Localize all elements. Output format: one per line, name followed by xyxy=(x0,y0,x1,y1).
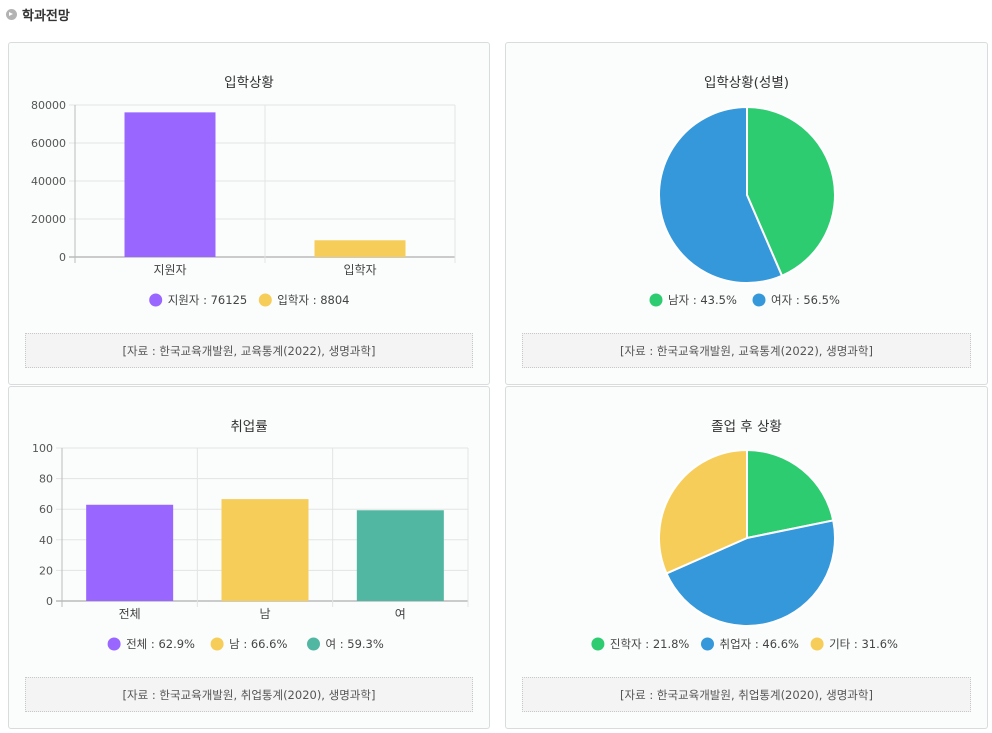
bar-입학자 xyxy=(314,240,406,257)
x-tick-label: 지원자 xyxy=(153,263,186,277)
x-tick-label: 전체 xyxy=(119,607,141,621)
chart-title: 졸업 후 상황 xyxy=(711,419,782,435)
source-note: [자료 : 한국교육개발원, 취업통계(2020), 생명과학] xyxy=(522,677,971,712)
chart-title: 취업률 xyxy=(230,419,268,435)
x-tick-label: 입학자 xyxy=(343,263,376,277)
chart-title: 입학상황(성별) xyxy=(703,75,790,91)
section-title: 학과전망 xyxy=(22,8,70,24)
x-tick-label: 남 xyxy=(259,607,270,621)
legend-label: 여자 : 56.5% xyxy=(771,293,840,307)
source-note: [자료 : 한국교육개발원, 취업통계(2020), 생명과학] xyxy=(25,677,473,712)
chart-legend: 남자 : 43.5% 여자 : 56.5% xyxy=(649,293,840,307)
legend-label: 남 : 66.6% xyxy=(229,637,287,651)
legend-marker xyxy=(649,293,663,307)
legend-marker xyxy=(258,293,272,307)
source-note: [자료 : 한국교육개발원, 교육통계(2022), 생명과학] xyxy=(522,333,971,368)
pie-slice-취업자 xyxy=(665,519,836,627)
legend-label: 진학자 : 21.8% xyxy=(610,637,690,651)
pie-slice-진학자 xyxy=(746,448,835,540)
legend-marker xyxy=(149,293,163,307)
legend-label: 지원자 : 76125 xyxy=(168,293,248,307)
pie-slice-여자 xyxy=(658,105,784,284)
y-tick-label: 20000 xyxy=(31,213,66,226)
y-tick-label: 0 xyxy=(59,251,66,264)
legend-label: 전체 : 62.9% xyxy=(126,637,195,651)
y-tick-label: 0 xyxy=(46,595,53,608)
graduate-chart-card: 졸업 후 상황 진학자 : 21.8% 취업자 : 46.6% 기타 : 31.6%… xyxy=(505,386,988,729)
legend-marker xyxy=(591,637,605,651)
legend-label: 남자 : 43.5% xyxy=(668,293,737,307)
legend-marker xyxy=(107,637,121,651)
legend-label: 여 : 59.3% xyxy=(326,637,384,651)
bar-지원자 xyxy=(124,112,216,257)
source-note: [자료 : 한국교육개발원, 교육통계(2022), 생명과학] xyxy=(25,333,473,368)
gender-pie-chart: 남자 : 43.5% 여자 : 56.5% xyxy=(649,105,840,307)
bar-전체 xyxy=(86,504,174,601)
legend-marker xyxy=(701,637,714,651)
legend-marker xyxy=(210,637,224,651)
legend-label: 취업자 : 46.6% xyxy=(720,637,800,651)
bar-남 xyxy=(221,499,309,601)
graduate-pie-chart: 진학자 : 21.8% 취업자 : 46.6% 기타 : 31.6% xyxy=(591,448,898,651)
y-tick-label: 40000 xyxy=(31,175,66,188)
legend-marker xyxy=(810,637,824,651)
section-header: 학과전망 xyxy=(6,4,70,24)
legend-marker xyxy=(307,637,320,651)
y-tick-label: 60000 xyxy=(31,137,66,150)
gender-chart-card: 입학상황(성별) 남자 : 43.5% 여자 : 56.5% [자료 : 한국교육… xyxy=(505,42,988,385)
bar-여 xyxy=(356,510,444,601)
y-tick-label: 60 xyxy=(39,503,53,516)
chart-legend: 진학자 : 21.8% 취업자 : 46.6% 기타 : 31.6% xyxy=(591,637,898,651)
y-tick-label: 20 xyxy=(39,564,53,577)
chart-legend: 전체 : 62.9% 남 : 66.6% 여 : 59.3% xyxy=(107,637,384,651)
pie-slice-남자 xyxy=(746,105,836,278)
chart-title: 입학상황 xyxy=(224,75,274,91)
y-tick-label: 100 xyxy=(32,442,53,455)
employment-bar-chart: 0 20 40 60 80 100 전체 남 여전체 : 62.9% 남 : 66.6% 여 : 5… xyxy=(32,442,469,651)
legend-label: 기타 : 31.6% xyxy=(829,637,898,651)
y-tick-label: 80 xyxy=(39,473,53,486)
x-tick-label: 여 xyxy=(395,607,406,621)
bullet-arrow-icon xyxy=(6,8,17,20)
y-tick-label: 40 xyxy=(39,534,53,547)
y-tick-label: 80000 xyxy=(31,99,66,112)
pie-slice-기타 xyxy=(658,448,748,575)
chart-legend: 지원자 : 76125 입학자 : 8804 xyxy=(149,293,350,307)
legend-marker xyxy=(752,293,766,307)
legend-label: 입학자 : 8804 xyxy=(277,293,349,307)
